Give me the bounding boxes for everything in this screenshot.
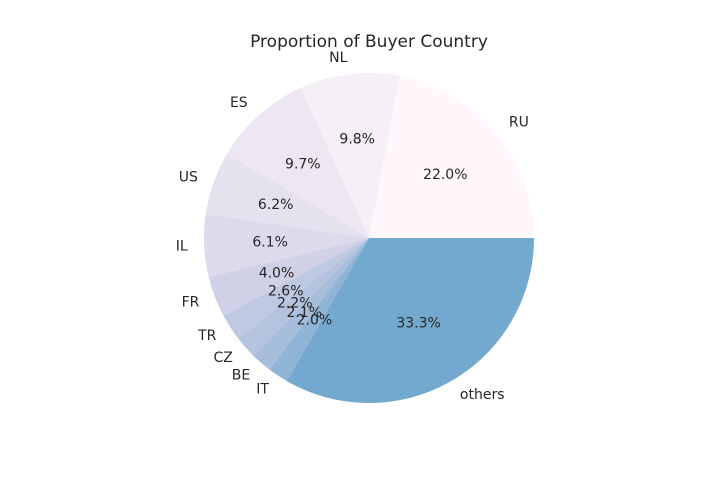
pie-slice (286, 238, 534, 403)
chart-title: Proportion of Buyer Country (250, 32, 488, 52)
category-label: ES (230, 95, 248, 111)
value-label: 4.0% (259, 265, 295, 281)
pie-slice (253, 238, 369, 370)
category-label: IL (176, 239, 188, 255)
value-label: 2.6% (268, 284, 304, 300)
category-label: BE (232, 367, 250, 383)
value-label: 6.1% (252, 235, 288, 251)
pie-slice (369, 75, 534, 238)
pie-slice (205, 154, 369, 238)
category-label: CZ (213, 350, 232, 366)
category-label: RU (509, 114, 529, 130)
pie-slice (269, 238, 369, 382)
pie-slice (300, 72, 400, 238)
category-label: TR (197, 328, 217, 344)
pie-slice (237, 238, 369, 356)
category-label: FR (182, 295, 200, 311)
value-label: 2.0% (297, 313, 333, 329)
category-label: others (460, 387, 505, 403)
category-label: NL (329, 50, 347, 66)
value-label: 6.2% (258, 197, 294, 213)
value-label: 9.7% (285, 156, 321, 172)
value-label: 22.0% (423, 167, 467, 183)
category-label: US (179, 170, 198, 186)
value-label: 2.1% (286, 305, 322, 321)
pie-slice (223, 238, 369, 339)
category-label: IT (256, 381, 269, 397)
pie-slice (204, 214, 369, 278)
pie-slice (208, 238, 369, 316)
value-label: 2.2% (277, 295, 313, 311)
pie-slice (226, 87, 369, 238)
value-label: 33.3% (396, 316, 440, 332)
value-label: 9.8% (339, 132, 375, 148)
